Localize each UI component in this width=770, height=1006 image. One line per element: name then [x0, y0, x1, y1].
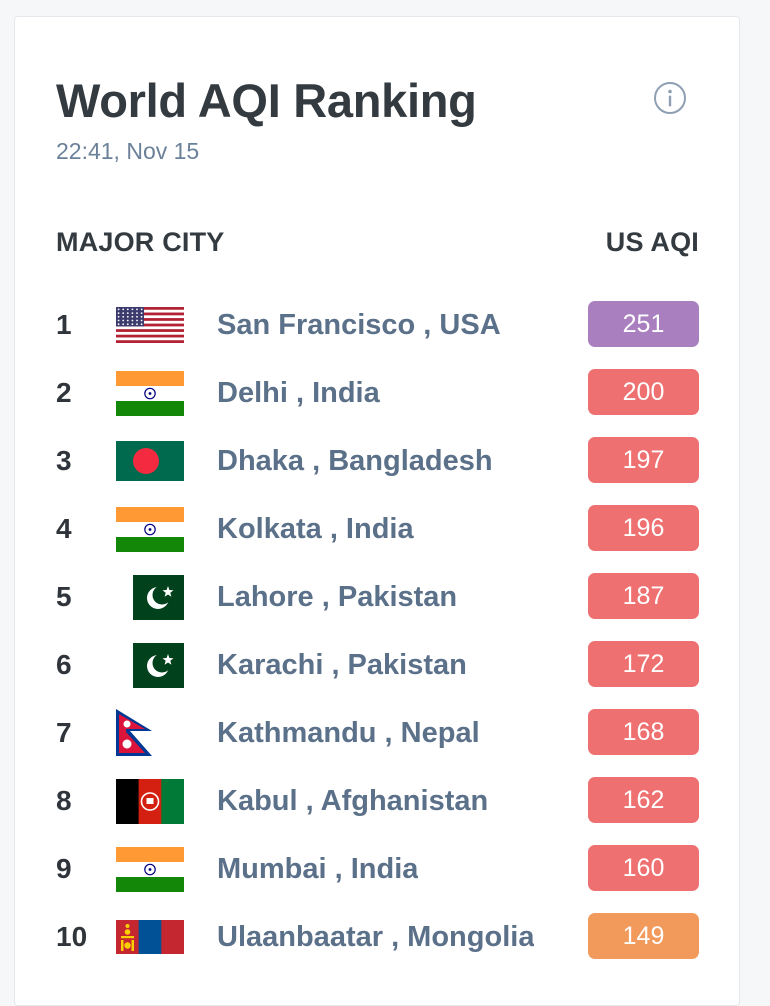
pakistan-flag-icon: [133, 642, 184, 688]
column-header-aqi: US AQI: [605, 227, 699, 257]
table-row[interactable]: 8 Kabul , Afghanistan 162: [15, 767, 739, 835]
city-name-link[interactable]: Delhi , India: [217, 377, 380, 409]
city-name-link[interactable]: Kabul , Afghanistan: [217, 785, 489, 817]
aqi-badge: 168: [588, 709, 699, 755]
table-row[interactable]: 6 Karachi , Pakistan 172: [15, 631, 739, 699]
update-timestamp: 22:41, Nov 15: [56, 138, 200, 164]
nepal-flag-icon: [116, 709, 156, 757]
city-name-link[interactable]: Dhaka , Bangladesh: [217, 445, 493, 477]
city-name-link[interactable]: Kolkata , India: [217, 513, 414, 545]
column-header-city: MAJOR CITY: [56, 227, 225, 257]
page-title: World AQI Ranking: [56, 74, 477, 127]
rank-number: 9: [56, 853, 72, 884]
table-row[interactable]: 1 San Francisco , USA 251: [15, 291, 739, 359]
aqi-badge: 197: [588, 437, 699, 483]
rank-number: 8: [56, 785, 72, 816]
city-name-link[interactable]: Mumbai , India: [217, 853, 419, 885]
bangladesh-flag-icon: [116, 441, 184, 481]
india-flag-icon: [116, 506, 184, 552]
city-name-link[interactable]: Ulaanbaatar , Mongolia: [217, 921, 535, 953]
mongolia-flag-icon: [116, 920, 184, 954]
aqi-badge: 251: [588, 301, 699, 347]
city-name-link[interactable]: Karachi , Pakistan: [217, 649, 467, 681]
rank-number: 5: [56, 581, 72, 612]
rank-number: 7: [56, 717, 72, 748]
table-row[interactable]: 2 Delhi , India 200: [15, 359, 739, 427]
info-circle-icon[interactable]: [653, 81, 687, 115]
india-flag-icon: [116, 846, 184, 892]
rank-number: 2: [56, 377, 72, 408]
rank-number: 3: [56, 445, 72, 476]
aqi-badge: 160: [588, 845, 699, 891]
city-name-link[interactable]: Kathmandu , Nepal: [217, 717, 480, 749]
rank-number: 4: [56, 513, 72, 544]
aqi-ranking-card: World AQI Ranking 22:41, Nov 15 MAJOR CI…: [14, 16, 740, 1006]
aqi-badge: 187: [588, 573, 699, 619]
india-flag-icon: [116, 370, 184, 416]
aqi-badge: 162: [588, 777, 699, 823]
table-row[interactable]: 3 Dhaka , Bangladesh 197: [15, 427, 739, 495]
pakistan-flag-icon: [133, 574, 184, 620]
table-row[interactable]: 9 Mumbai , India 160: [15, 835, 739, 903]
table-header: MAJOR CITY US AQI: [56, 225, 699, 259]
aqi-badge: 196: [588, 505, 699, 551]
table-row[interactable]: 4 Kolkata , India 196: [15, 495, 739, 563]
rank-number: 10: [56, 921, 88, 952]
table-row[interactable]: 5 Lahore , Pakistan 187: [15, 563, 739, 631]
aqi-badge: 172: [588, 641, 699, 687]
city-name-link[interactable]: San Francisco , USA: [217, 309, 501, 341]
aqi-badge: 149: [588, 913, 699, 959]
table-row[interactable]: 10 Ulaanbaatar , Mongolia 149: [15, 903, 739, 971]
aqi-badge: 200: [588, 369, 699, 415]
table-row[interactable]: 7 Kathmandu , Nepal 168: [15, 699, 739, 767]
usa-flag-icon: [116, 307, 184, 343]
afghanistan-flag-icon: [116, 778, 184, 824]
city-name-link[interactable]: Lahore , Pakistan: [217, 581, 458, 613]
rank-number: 6: [56, 649, 72, 680]
rank-number: 1: [56, 309, 72, 340]
